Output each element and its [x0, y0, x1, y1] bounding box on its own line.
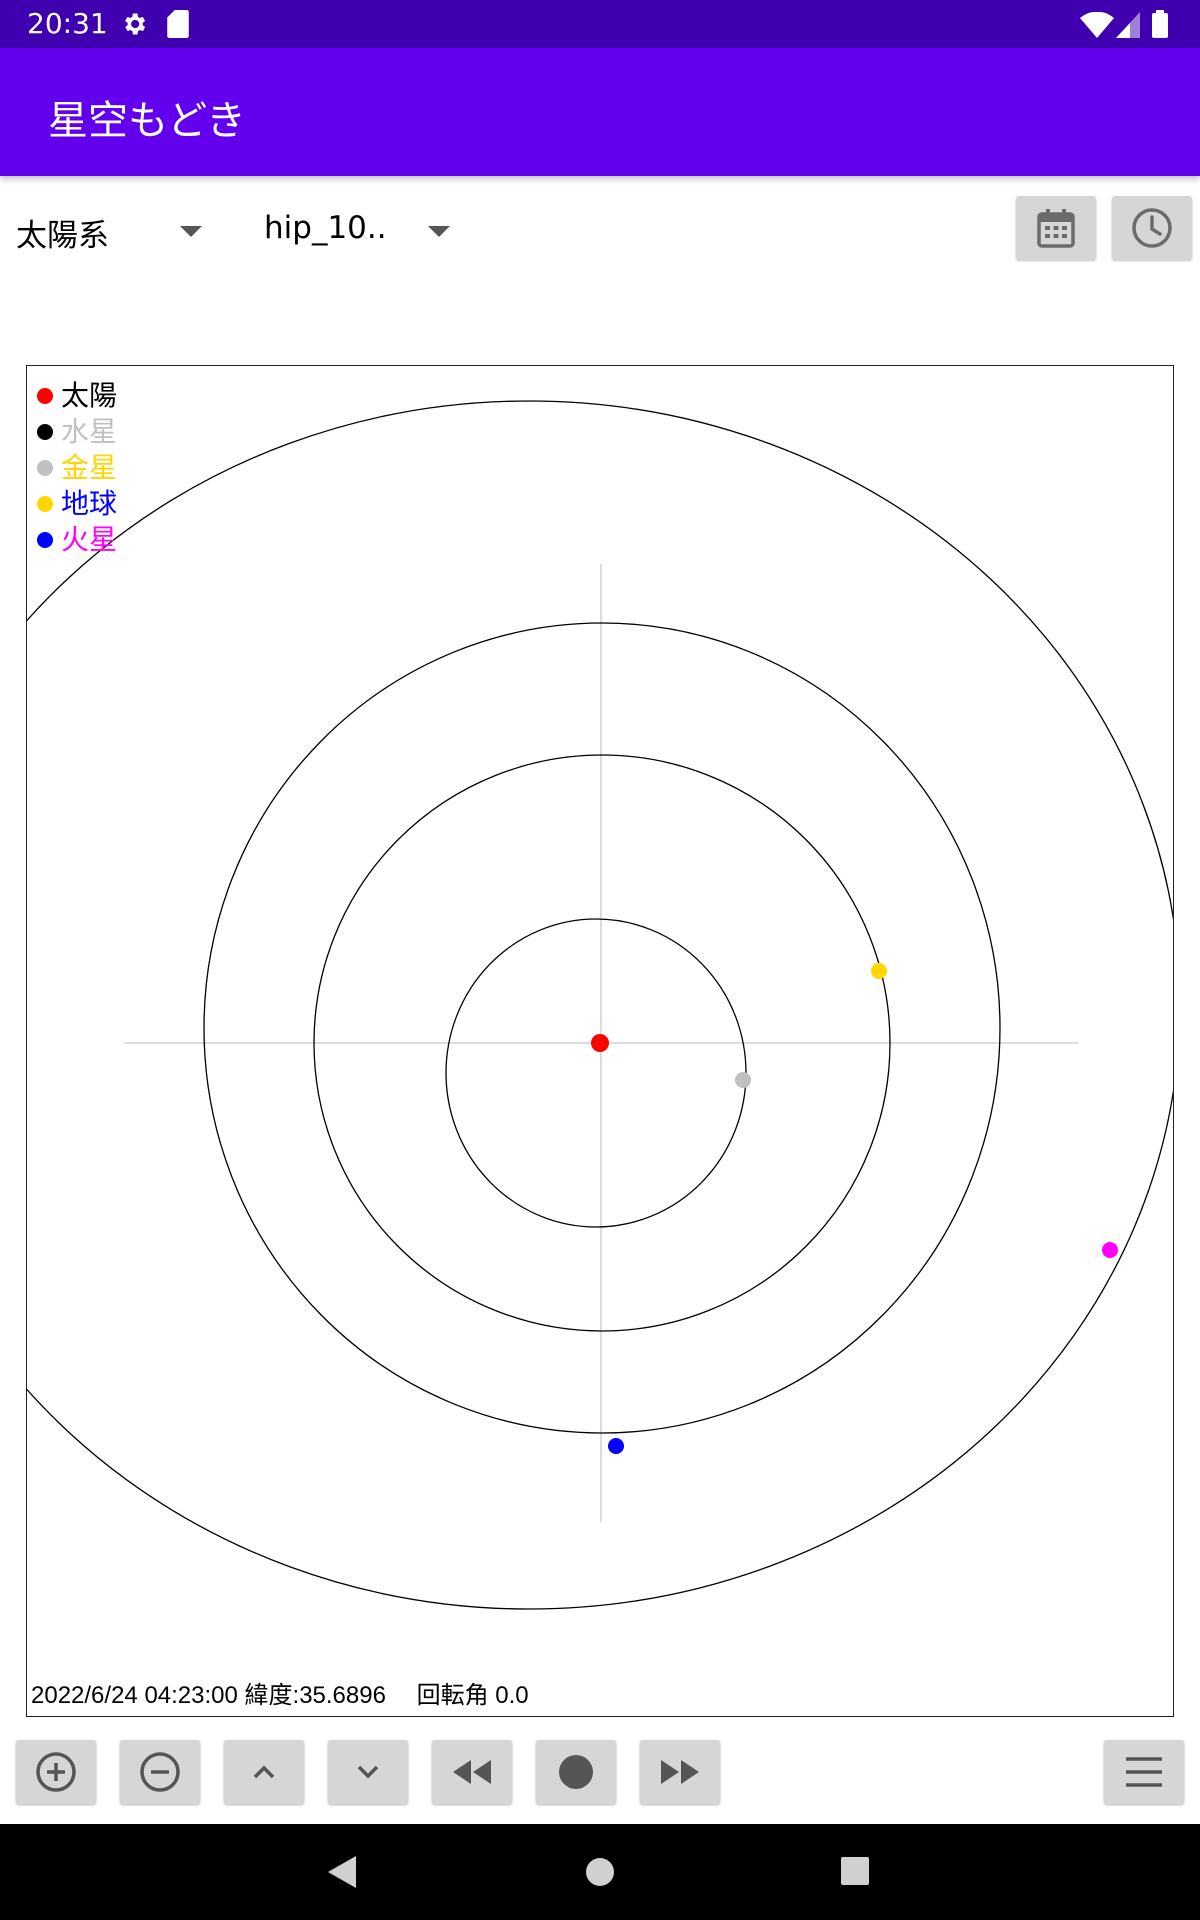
navigation-bar — [0, 1824, 1200, 1920]
legend-item: 太陽 — [37, 378, 117, 414]
legend-label: 火星 — [61, 523, 118, 556]
datetime-latitude-rotation: 2022/6/24 04:23:00 緯度:35.6896 回転角 0.0 — [31, 1682, 529, 1709]
legend-dot — [37, 532, 53, 548]
status-bar: 20:31 — [0, 0, 1200, 48]
gear-icon — [125, 13, 146, 35]
record-icon — [559, 1755, 593, 1789]
time-button[interactable] — [1112, 196, 1192, 260]
up-button[interactable] — [224, 1740, 304, 1804]
earth — [608, 1438, 624, 1454]
mars — [1102, 1242, 1118, 1258]
zoom-out-button[interactable] — [120, 1740, 200, 1804]
zoom-in-button[interactable] — [16, 1740, 96, 1804]
legend-label: 水星 — [61, 415, 118, 448]
dropdown-arrow-icon — [428, 226, 450, 237]
chevron-up-icon — [253, 1765, 275, 1779]
chevron-down-icon — [357, 1765, 379, 1779]
fast-forward-button[interactable] — [640, 1740, 720, 1804]
recents-icon[interactable] — [840, 1856, 870, 1886]
legend-item: 金星 — [37, 450, 117, 486]
legend-dot — [37, 460, 53, 476]
legend-item: 火星 — [37, 522, 117, 558]
legend-dot — [37, 388, 53, 404]
back-icon[interactable] — [326, 1854, 358, 1890]
mercury-orbit — [445, 918, 747, 1228]
app-title: 星空もどき — [48, 98, 246, 144]
date-button[interactable] — [1016, 196, 1096, 260]
zoom-out-icon — [140, 1752, 180, 1792]
sun — [591, 1034, 609, 1052]
rewind-icon — [453, 1760, 491, 1784]
status-time: 20:31 — [27, 7, 108, 40]
fast-forward-icon — [661, 1760, 699, 1784]
battery-icon — [1152, 10, 1168, 38]
mercury — [735, 1072, 751, 1088]
menu-button[interactable] — [1104, 1740, 1184, 1804]
zoom-in-icon — [36, 1752, 76, 1792]
dropdown-arrow-icon — [180, 226, 202, 237]
earth-orbit — [203, 622, 1001, 1434]
mars-orbit — [27, 400, 1173, 1610]
orbit-canvas — [27, 400, 1173, 1610]
record-button[interactable] — [536, 1740, 616, 1804]
venus — [871, 963, 887, 979]
legend-label: 地球 — [61, 487, 118, 520]
venus-orbit — [313, 754, 891, 1332]
catalog-select-value: hip_10.. — [264, 210, 387, 246]
clock-icon — [1132, 208, 1172, 248]
legend-item: 水星 — [37, 414, 117, 450]
catalog-select[interactable]: hip_10.. — [264, 204, 464, 264]
menu-icon — [1126, 1757, 1162, 1787]
home-icon[interactable] — [584, 1856, 616, 1888]
system-select-value: 太陽系 — [16, 218, 109, 254]
legend: 太陽 水星 金星 地球 火星 — [37, 378, 117, 558]
app-bar: 星空もどき — [0, 48, 1200, 176]
legend-dot — [37, 496, 53, 512]
rewind-button[interactable] — [432, 1740, 512, 1804]
down-button[interactable] — [328, 1740, 408, 1804]
legend-label: 金星 — [61, 451, 118, 484]
orbit-view[interactable]: 太陽 水星 金星 地球 火星 2022/6/24 04:23:00 緯度:35.… — [26, 365, 1174, 1717]
wifi-icon — [1080, 12, 1114, 38]
sd-card-icon — [167, 10, 189, 38]
legend-label: 太陽 — [61, 379, 118, 412]
legend-item: 地球 — [37, 486, 117, 522]
signal-icon — [1116, 12, 1140, 38]
system-select[interactable]: 太陽系 — [16, 204, 216, 264]
calendar-icon — [1037, 209, 1075, 248]
legend-dot — [37, 424, 53, 440]
